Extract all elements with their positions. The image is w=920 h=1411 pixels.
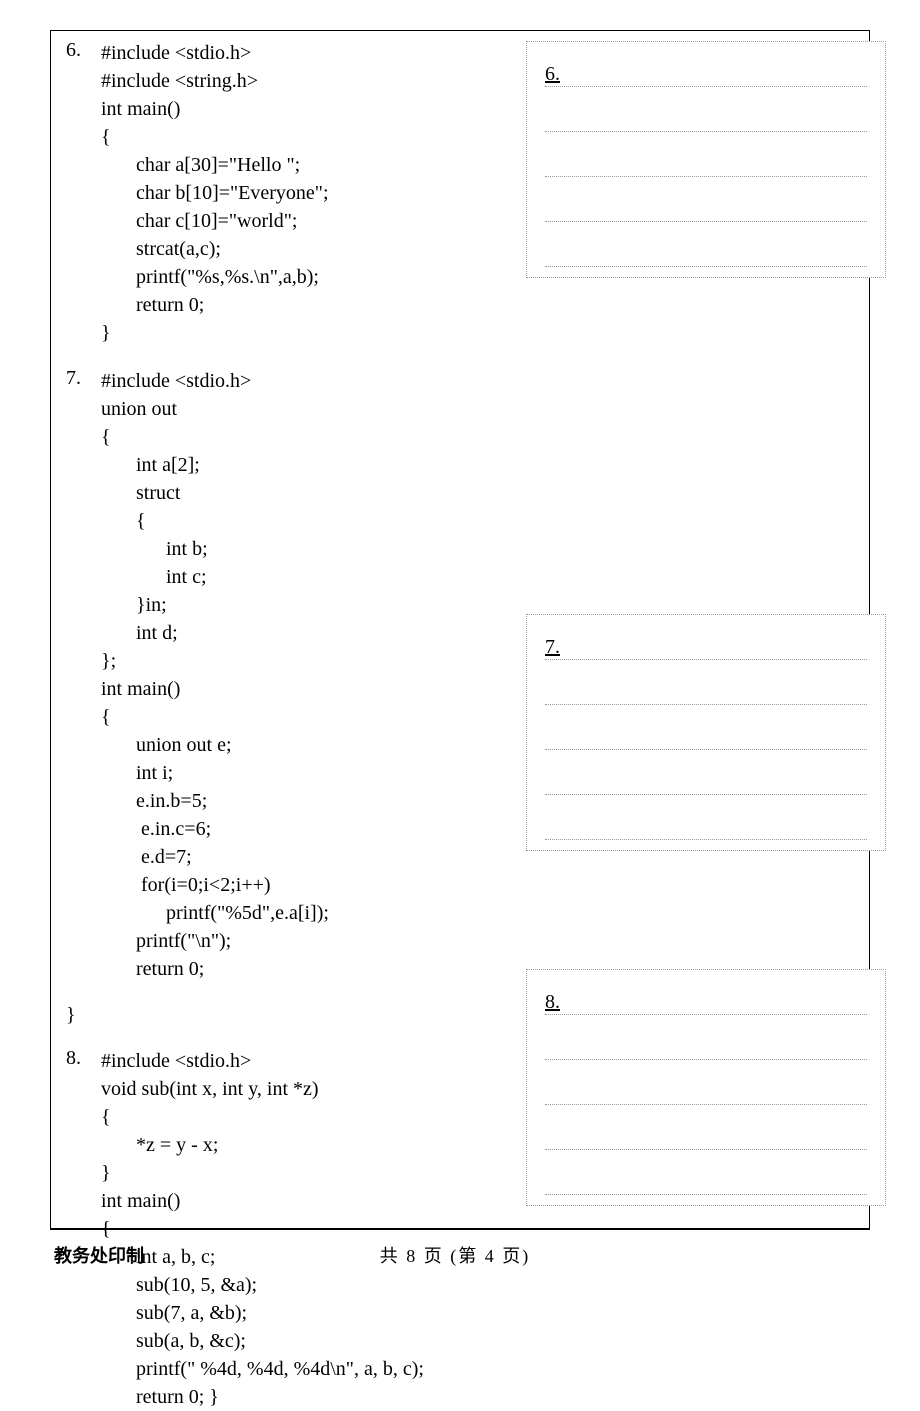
problem-number-8: 8. (66, 1047, 101, 1411)
problem-number-7: 7. (66, 367, 101, 983)
answer-line (545, 760, 867, 795)
answer-line (545, 715, 867, 750)
answer-box-6: 6. (526, 41, 886, 278)
answer-line: 7. (545, 625, 867, 660)
answer-box-8: 8. (526, 969, 886, 1206)
answer-label-8: 8. (545, 991, 560, 1014)
answer-line (545, 1160, 867, 1195)
answer-line (545, 670, 867, 705)
answer-line (545, 1115, 867, 1150)
answer-box-7: 7. (526, 614, 886, 851)
answer-line (545, 1070, 867, 1105)
page-border: 6. #include <stdio.h> #include <string.h… (50, 30, 870, 1230)
code-block-7: #include <stdio.h> union out { int a[2];… (101, 367, 329, 983)
answer-line (545, 232, 867, 267)
answer-label-6: 6. (545, 63, 560, 86)
code-block-6: #include <stdio.h> #include <string.h> i… (101, 39, 329, 347)
problem-number-6: 6. (66, 39, 101, 347)
answer-label-7: 7. (545, 636, 560, 659)
answer-line (545, 187, 867, 222)
answer-line: 6. (545, 52, 867, 87)
answer-line (545, 97, 867, 132)
answer-line (545, 805, 867, 840)
answer-line: 8. (545, 980, 867, 1015)
code-block-8: #include <stdio.h> void sub(int x, int y… (101, 1047, 424, 1411)
answer-line (545, 142, 867, 177)
answer-line (545, 1025, 867, 1060)
